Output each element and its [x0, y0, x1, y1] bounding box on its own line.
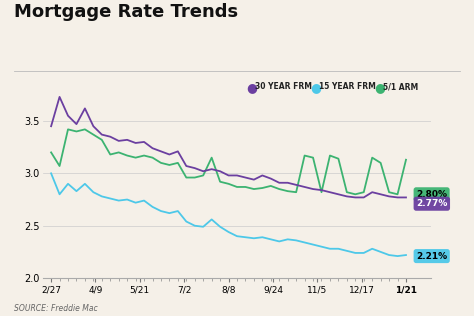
Text: 15 YEAR FRM: 15 YEAR FRM [319, 82, 376, 91]
Text: Mortgage Rate Trends: Mortgage Rate Trends [14, 3, 238, 21]
Text: 5/1 ARM: 5/1 ARM [383, 82, 418, 91]
Text: 2.77%: 2.77% [416, 199, 447, 208]
Text: 30 YEAR FRM: 30 YEAR FRM [255, 82, 312, 91]
Text: ●: ● [374, 81, 385, 94]
Text: 2.21%: 2.21% [416, 252, 447, 261]
Text: 2.80%: 2.80% [416, 190, 447, 199]
Text: ●: ● [246, 81, 257, 94]
Text: ●: ● [310, 81, 321, 94]
Text: SOURCE: Freddie Mac: SOURCE: Freddie Mac [14, 304, 98, 313]
